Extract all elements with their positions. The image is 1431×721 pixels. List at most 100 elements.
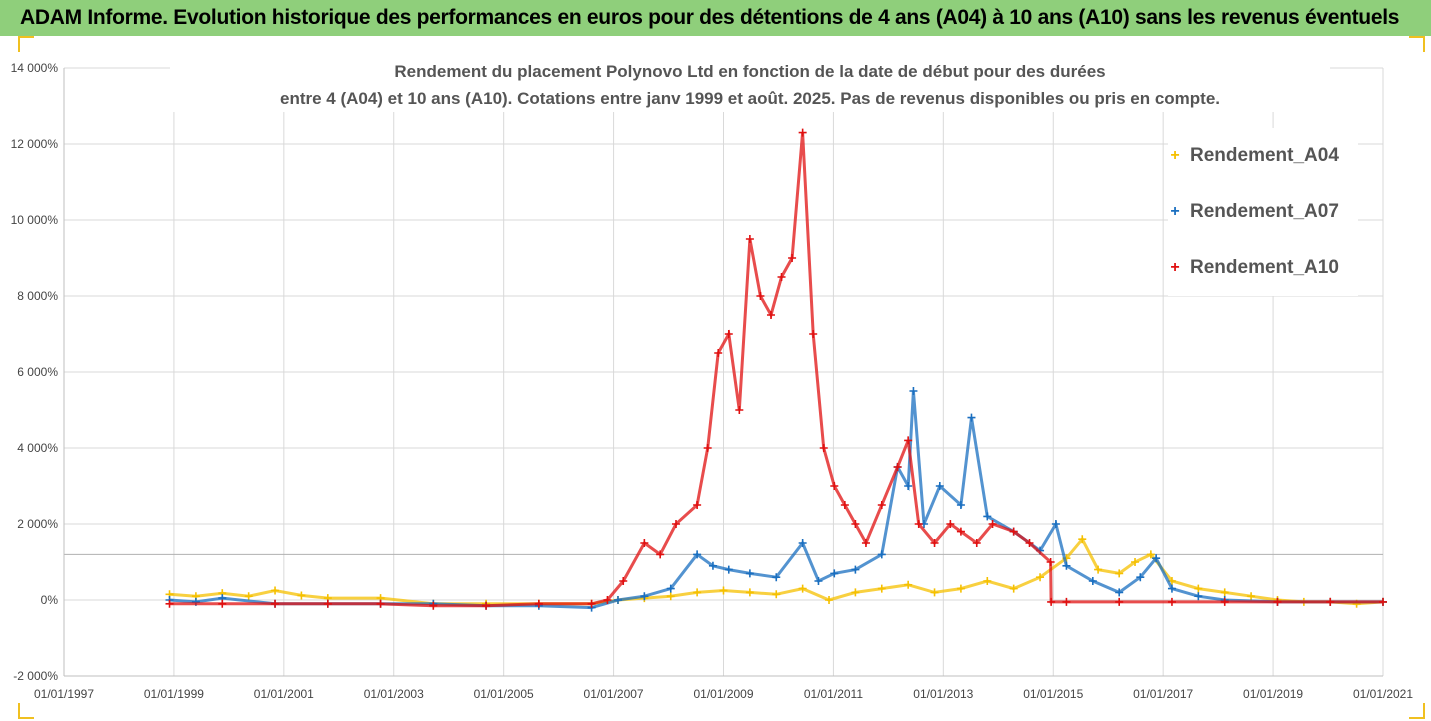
data-point [825, 596, 834, 604]
x-tick-label: 01/01/2011 [804, 687, 863, 701]
y-tick-label: 14 000% [11, 61, 59, 75]
frame-corner-top-right [1409, 36, 1425, 52]
data-point [693, 501, 702, 509]
data-point [772, 590, 781, 599]
data-point [1047, 597, 1056, 606]
data-point [756, 292, 765, 300]
data-point [297, 591, 306, 600]
data-point [1036, 573, 1045, 582]
data-point [777, 273, 786, 281]
chart-title-line-1: Rendement du placement Polynovo Ltd en f… [394, 62, 1106, 81]
data-point [1379, 597, 1387, 606]
data-point [877, 584, 886, 593]
data-point [798, 128, 807, 137]
data-point [1167, 597, 1176, 606]
data-point [851, 565, 860, 574]
series-trace [169, 536, 1384, 606]
data-point [693, 550, 702, 559]
y-tick-label: -2 000% [13, 669, 58, 683]
data-point [1146, 550, 1155, 559]
data-point [724, 330, 733, 338]
data-point [1094, 565, 1103, 574]
data-point [534, 599, 543, 608]
data-point [1152, 554, 1161, 563]
data-point [851, 520, 860, 528]
data-point [735, 406, 744, 414]
chart-grid [63, 67, 1384, 677]
data-point [988, 520, 997, 528]
legend-item-a10: + Rendement_A10 [1168, 240, 1358, 296]
data-point [956, 584, 965, 593]
data-point [877, 550, 886, 559]
data-point [271, 599, 280, 608]
data-point [708, 561, 717, 570]
data-point [640, 539, 649, 547]
x-tick-label: 01/01/2021 [1353, 687, 1413, 701]
data-point [271, 586, 280, 595]
y-tick-label: 0% [41, 593, 59, 607]
data-point [956, 501, 965, 509]
data-point [613, 596, 622, 604]
legend-label-a07: Rendement_A07 [1190, 201, 1339, 222]
legend-marker-a07: + [1170, 203, 1180, 220]
data-point [619, 577, 628, 585]
data-point [798, 584, 807, 593]
data-point [1115, 569, 1124, 578]
data-point [1220, 588, 1229, 597]
data-point [946, 520, 955, 528]
frame-corner-bottom-left [18, 703, 34, 719]
data-point [798, 539, 807, 547]
data-point [909, 387, 918, 395]
data-point [745, 235, 754, 243]
data-point [914, 520, 923, 528]
x-tick-label: 01/01/2005 [474, 687, 534, 701]
data-point [1025, 539, 1034, 547]
data-point [745, 569, 754, 578]
x-tick-label: 01/01/2013 [913, 687, 973, 701]
data-point [788, 254, 797, 262]
x-tick-label: 01/01/1997 [34, 687, 94, 701]
legend-marker-a10: + [1170, 259, 1180, 276]
data-point [1046, 558, 1055, 566]
data-point [893, 463, 902, 471]
data-point [861, 539, 870, 547]
x-tick-label: 01/01/2019 [1243, 687, 1303, 701]
x-tick-label: 01/01/2007 [584, 687, 644, 701]
series-rendement_a07 [165, 387, 1387, 612]
y-tick-label: 8 000% [17, 289, 58, 303]
data-point [904, 436, 913, 445]
data-point [1194, 592, 1203, 601]
legend-marker-a04: + [1170, 147, 1180, 164]
y-tick-label: 4 000% [17, 441, 58, 455]
data-point [904, 482, 913, 490]
data-point [656, 550, 665, 559]
x-tick-label: 01/01/2003 [364, 687, 424, 701]
data-point [1088, 577, 1097, 585]
data-point [323, 599, 332, 608]
data-point [1115, 597, 1124, 606]
data-point [935, 482, 944, 490]
data-point [840, 501, 849, 509]
data-point [244, 592, 253, 601]
data-point [983, 512, 992, 521]
data-point [814, 577, 823, 585]
x-tick-label: 01/01/2017 [1133, 687, 1193, 701]
data-point [1062, 597, 1071, 606]
data-point [904, 580, 913, 589]
data-point [1009, 584, 1018, 593]
legend-label-a04: Rendement_A04 [1190, 145, 1339, 166]
data-point [672, 520, 681, 528]
x-tick-label: 01/01/2001 [254, 687, 314, 701]
legend-item-a04: + Rendement_A04 [1168, 128, 1358, 184]
data-point [640, 592, 649, 601]
data-point [376, 599, 385, 608]
report-header: ADAM Informe. Evolution historique des p… [0, 0, 1431, 36]
data-point [972, 539, 981, 547]
data-point [165, 599, 174, 608]
x-tick-label: 01/01/2015 [1023, 687, 1083, 701]
chart-title-line-2: entre 4 (A04) et 10 ans (A10). Cotations… [279, 89, 1221, 108]
y-tick-label: 2 000% [17, 517, 58, 531]
data-point [830, 482, 839, 490]
data-point [956, 527, 965, 536]
